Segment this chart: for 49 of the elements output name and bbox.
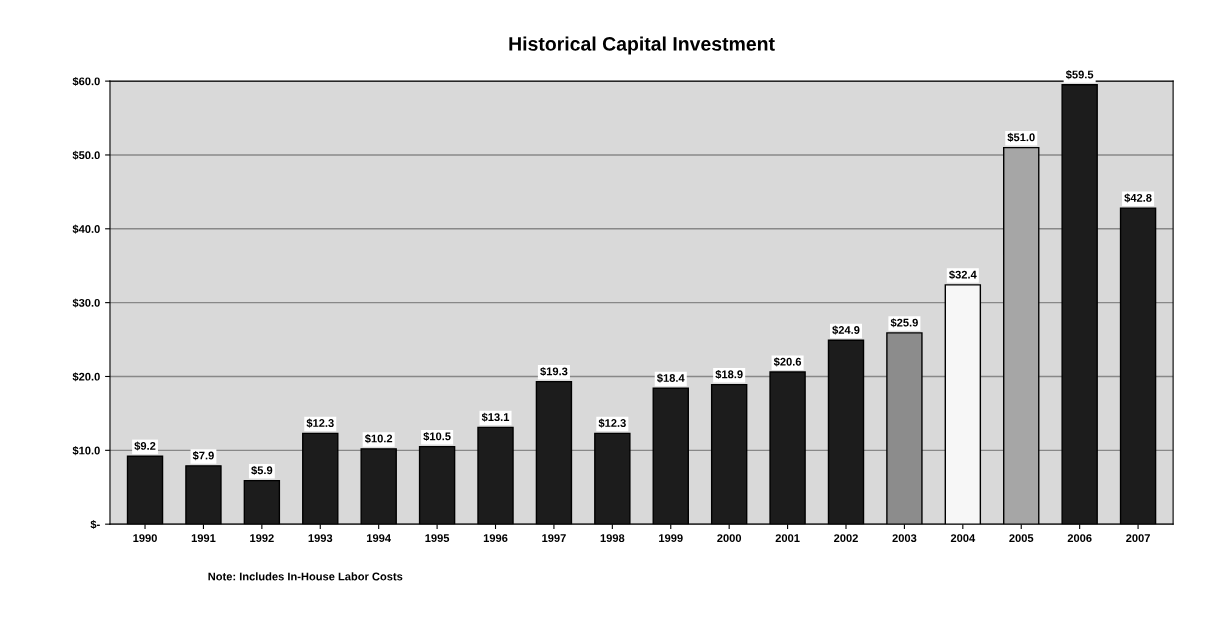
data-label: $18.4 [657, 373, 685, 383]
x-tick-label: 1993 [308, 534, 333, 543]
data-label: $25.9 [890, 318, 918, 328]
x-tick-label: 2004 [950, 534, 976, 543]
x-tick-label: 1991 [191, 534, 216, 543]
data-label: $20.6 [773, 357, 802, 367]
y-tick-label: $40.0 [72, 224, 100, 234]
data-label: $24.9 [832, 325, 860, 335]
bar [1119, 207, 1157, 525]
x-tick-label: 1996 [483, 534, 508, 543]
data-label: $9.2 [134, 441, 156, 451]
x-tick-label: 1999 [659, 534, 683, 543]
data-label: $10.5 [423, 431, 451, 441]
x-tick-label: 2001 [775, 534, 800, 543]
data-label: $12.3 [598, 418, 626, 428]
y-tick-label: $10.0 [72, 446, 100, 456]
y-tick-label: $60.0 [72, 76, 100, 86]
x-tick-label: 2003 [892, 534, 917, 543]
text: Note: Includes In-House Labor Costs [208, 572, 403, 581]
y-tick-label: $- [90, 519, 100, 530]
x-tick-label: 1997 [542, 534, 566, 543]
data-label: $59.5 [1065, 70, 1094, 80]
data-label: $42.8 [1124, 193, 1152, 203]
x-tick-label: 1995 [425, 534, 450, 543]
data-label: $51.0 [1007, 132, 1035, 142]
data-label: $18.9 [715, 369, 743, 379]
x-tick-label: 2007 [1126, 534, 1150, 543]
data-label: $7.9 [192, 451, 214, 461]
x-tick-label: 1998 [600, 534, 625, 543]
data-label: $12.3 [306, 418, 334, 428]
data-label: $19.3 [540, 366, 568, 376]
bar [769, 371, 806, 525]
bar [185, 465, 222, 525]
x-tick-label: 2006 [1067, 534, 1092, 543]
y-tick-label: $50.0 [72, 150, 100, 160]
x-tick-label: 2002 [834, 534, 858, 543]
chart-title: Historical Capital Investment [509, 36, 775, 55]
data-label: $10.2 [364, 434, 393, 444]
x-tick-label: 2005 [1009, 534, 1034, 543]
data-label: $32.4 [949, 270, 977, 280]
bar [360, 448, 397, 525]
x-tick-label: 1990 [133, 534, 157, 543]
data-label: $5.9 [251, 465, 273, 475]
x-tick-label: 2000 [717, 534, 742, 543]
x-tick-label: 1994 [367, 534, 391, 543]
y-tick-label: $20.0 [72, 372, 100, 382]
y-tick-label: $30.0 [72, 298, 100, 308]
x-tick-label: 1992 [250, 534, 274, 543]
data-label: $13.1 [481, 412, 510, 422]
